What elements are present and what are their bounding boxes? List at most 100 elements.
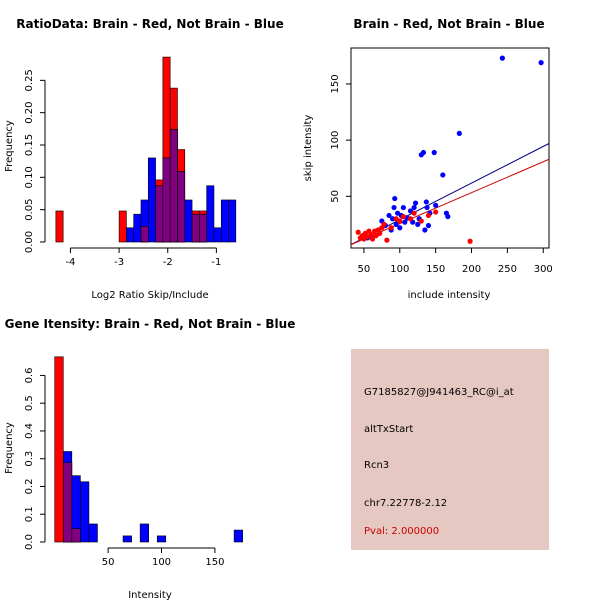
ratio-histogram-not-brain-bar xyxy=(213,227,222,243)
ratio-histogram: RatioData: Brain - Red, Not Brain - Blue… xyxy=(4,17,284,301)
not-brain-point xyxy=(440,172,446,178)
brain-point xyxy=(388,225,394,231)
not-brain-point xyxy=(386,212,392,219)
brain-point xyxy=(384,237,390,243)
ratio-histogram-y-tick-label: 0.00 xyxy=(24,231,35,253)
gene-intensity-histogram-y-tick-label: 0.2 xyxy=(24,479,35,495)
ratio-histogram-overlap-bar xyxy=(191,213,200,243)
gene-intensity-histogram-y-tick-label: 0.1 xyxy=(24,506,35,522)
ratio-histogram-brain-bar xyxy=(55,210,64,243)
not-brain-point xyxy=(425,222,432,229)
ratio-histogram-overlap-bar xyxy=(199,213,207,243)
intensity-scatter-y-tick-label: 150 xyxy=(330,74,341,93)
ratio-histogram-not-brain-bar xyxy=(228,199,237,243)
not-brain-point xyxy=(390,216,396,222)
ratio-histogram-not-brain-bar xyxy=(133,213,142,243)
ratio-histogram-overlap-bar xyxy=(140,226,149,243)
gene-intensity-histogram-overlap-bar xyxy=(62,462,73,543)
not-brain-point xyxy=(402,219,408,225)
gene-intensity-histogram-y-tick-label: 0.3 xyxy=(24,451,35,467)
gene-intensity-histogram-overlap-bar xyxy=(71,528,81,543)
brain-point xyxy=(377,230,383,236)
intensity-scatter-x-tick-label: 200 xyxy=(462,264,481,275)
ratio-histogram-y-tick-label: 0.10 xyxy=(24,166,35,188)
ratio-histogram-x-tick-label: -1 xyxy=(211,257,221,268)
gene-intensity-histogram-y-tick-label: 0.4 xyxy=(24,423,35,439)
genomic-location: chr7.22778-2.12 xyxy=(364,498,448,509)
ratio-histogram-x-tick-label: -4 xyxy=(65,257,75,268)
gene-intensity-histogram-brain-bar xyxy=(54,356,64,543)
not-brain-point xyxy=(424,204,430,211)
gene-intensity-histogram-ylabel: Frequency xyxy=(4,422,15,474)
intensity-scatter-title: Brain - Red, Not Brain - Blue xyxy=(353,17,544,31)
gene-intensity-histogram-axes: 50 100 150 0.0 0.1 0.2 0.3 0.4 0.5 0.6 xyxy=(24,367,224,568)
gene-intensity-histogram: Gene Itensity: Brain - Red, Not Brain - … xyxy=(4,317,295,600)
ratio-histogram-x-tick-label: -3 xyxy=(114,257,124,268)
brain-point xyxy=(467,238,473,244)
ratio-histogram-overlap-bar xyxy=(162,157,171,243)
intensity-scatter-y-tick-label: 100 xyxy=(330,131,341,150)
ratio-histogram-y-tick-label: 0.20 xyxy=(24,102,35,124)
ratio-histogram-ylabel: Frequency xyxy=(4,120,15,172)
brain-point xyxy=(381,221,387,228)
brain-point xyxy=(407,216,414,222)
intensity-scatter-ylabel: skip intensity xyxy=(303,115,314,182)
probe-info-panel: G7185827@J941463_RC@i_at altTxStart Rcn3… xyxy=(351,349,549,550)
probe-id: G7185827@J941463_RC@i_at xyxy=(364,387,514,398)
gene-intensity-histogram-not-brain-bar xyxy=(88,523,98,543)
brain-point xyxy=(368,231,374,238)
not-brain-point xyxy=(415,221,421,228)
intensity-scatter-points xyxy=(355,55,544,244)
ratio-histogram-brain-bar xyxy=(118,210,127,243)
ratio-histogram-title: RatioData: Brain - Red, Not Brain - Blue xyxy=(16,17,283,31)
gene-intensity-histogram-x-tick-label: 50 xyxy=(102,557,115,568)
intensity-scatter-xlabel: include intensity xyxy=(408,290,491,301)
gene-intensity-histogram-title: Gene Itensity: Brain - Red, Not Brain - … xyxy=(5,317,296,331)
brain-point xyxy=(411,210,417,216)
ratio-histogram-bars xyxy=(55,56,237,243)
ratio-histogram-overlap-bar xyxy=(155,185,164,243)
brain-point xyxy=(369,236,376,242)
not-brain-point xyxy=(411,204,417,211)
ratio-histogram-xlabel: Log2 Ratio Skip/Include xyxy=(91,290,208,301)
intensity-scatter: Brain - Red, Not Brain - Blue 50 100 150 20… xyxy=(303,17,553,301)
intensity-scatter-plot-box xyxy=(350,47,550,249)
gene-intensity-histogram-not-brain-bar xyxy=(80,481,90,543)
gene-intensity-histogram-not-brain-bar xyxy=(156,535,167,543)
ratio-histogram-not-brain-bar xyxy=(220,199,229,243)
brain-fit-line xyxy=(350,158,550,246)
not-brain-point xyxy=(391,204,397,211)
intensity-scatter-x-tick-label: 250 xyxy=(498,264,517,275)
ratio-histogram-x-tick-label: -2 xyxy=(163,257,173,268)
intensity-scatter-x-tick-label: 100 xyxy=(390,264,409,275)
intensity-scatter-x-tick-label: 50 xyxy=(358,264,371,275)
not-brain-point xyxy=(423,199,429,205)
gene-intensity-histogram-bars xyxy=(54,356,243,543)
not-brain-point xyxy=(538,60,544,66)
gene-intensity-histogram-y-tick-label: 0.0 xyxy=(24,534,35,550)
gene-name: Rcn3 xyxy=(364,460,390,471)
brain-point xyxy=(425,212,432,219)
not-brain-point xyxy=(422,227,428,233)
not-brain-point xyxy=(433,202,439,208)
ratio-histogram-axes: -4 -3 -2 -1 0.00 0.05 0.10 0.15 0.20 0.25 xyxy=(24,69,221,268)
ratio-histogram-not-brain-bar xyxy=(206,185,215,243)
gene-intensity-histogram-xlabel: Intensity xyxy=(128,590,172,600)
ratio-histogram-y-tick-label: 0.05 xyxy=(24,199,35,221)
brain-point xyxy=(418,218,424,224)
ratio-histogram-overlap-bar xyxy=(169,129,178,243)
intensity-scatter-y-tick-label: 50 xyxy=(330,190,341,203)
not-brain-point xyxy=(499,55,505,61)
gene-intensity-histogram-x-tick-label: 150 xyxy=(205,557,224,568)
intensity-scatter-x-tick-label: 150 xyxy=(426,264,445,275)
intensity-scatter-x-tick-label: 300 xyxy=(534,264,553,275)
ratio-histogram-not-brain-bar xyxy=(126,227,134,243)
not-brain-point xyxy=(445,213,451,220)
pval-label: Pval: 2.000000 xyxy=(364,526,440,537)
ratio-histogram-y-tick-label: 0.25 xyxy=(24,69,35,91)
gene-intensity-histogram-y-tick-label: 0.6 xyxy=(24,367,35,383)
gene-intensity-histogram-x-tick-label: 100 xyxy=(152,557,171,568)
ratio-histogram-overlap-bar xyxy=(177,171,186,243)
not-brain-point xyxy=(393,221,399,228)
